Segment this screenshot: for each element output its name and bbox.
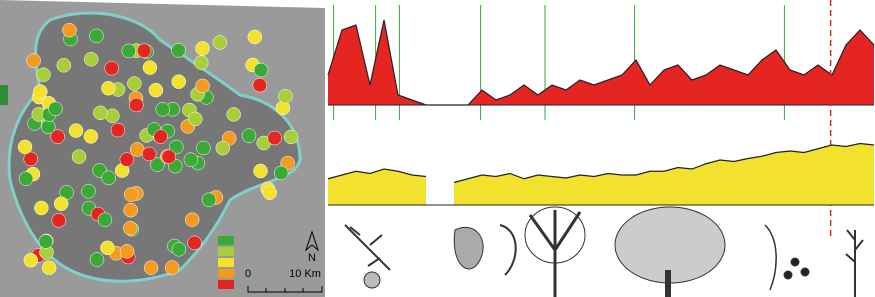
scale-start: 0 [245,268,251,280]
scale-end: 10 Km [289,268,321,280]
site [120,244,134,258]
site [274,166,288,180]
site [172,242,186,256]
site [81,184,95,198]
site [123,221,137,235]
site [144,261,158,275]
site [72,150,86,164]
site [248,30,262,44]
legend-swatch [218,280,234,289]
legend [218,236,234,289]
site [127,77,141,91]
site [69,124,83,138]
area [328,20,874,105]
site [142,147,156,161]
legend-swatch [218,269,234,278]
site [196,41,210,55]
site [154,130,168,144]
area [454,144,874,206]
site [62,23,76,37]
site [41,120,55,134]
site [90,253,104,267]
site [34,201,48,215]
site [105,61,119,75]
site [54,197,68,211]
map: N 0 10 Km [0,0,325,297]
site [27,54,41,68]
site [84,52,98,66]
site [263,186,277,200]
site [253,78,267,92]
site [162,150,176,164]
site [278,89,292,103]
site [100,241,114,255]
site [202,193,216,207]
site [185,213,199,227]
site [89,29,103,43]
site [268,131,282,145]
site [24,253,38,267]
site [120,153,134,167]
site [171,43,185,57]
site [216,141,230,155]
site [149,83,163,97]
site [213,35,227,49]
site [93,106,107,120]
site [84,129,98,143]
site [129,98,143,112]
site [57,58,71,72]
site [52,213,66,227]
site [156,102,170,116]
site [101,81,115,95]
site [124,203,138,217]
site [122,44,136,58]
site [254,164,268,178]
tree-illustrations [345,207,863,297]
site [188,112,202,126]
site [102,171,116,185]
site [111,123,125,137]
site [165,261,179,275]
site [184,153,198,167]
site [33,85,47,99]
north-label: N [308,252,316,264]
site [194,56,208,70]
site [42,261,56,275]
site [188,236,202,250]
site [105,109,119,123]
legend-swatch [218,236,234,245]
site [36,68,50,82]
legend-swatch [218,258,234,267]
site [18,140,32,154]
site [137,44,151,58]
site [254,63,268,77]
site [39,234,53,248]
site [284,130,298,144]
site [196,141,210,155]
site [124,188,138,202]
profiles [328,0,874,240]
legend-swatch [218,247,234,256]
site [196,79,210,93]
site [242,129,256,143]
site [48,102,62,116]
site [98,213,112,227]
site [172,75,186,89]
figure: N 0 10 Km [0,0,875,297]
site [143,61,157,75]
edge-tab [0,85,8,105]
site [227,107,241,121]
site [19,172,33,186]
